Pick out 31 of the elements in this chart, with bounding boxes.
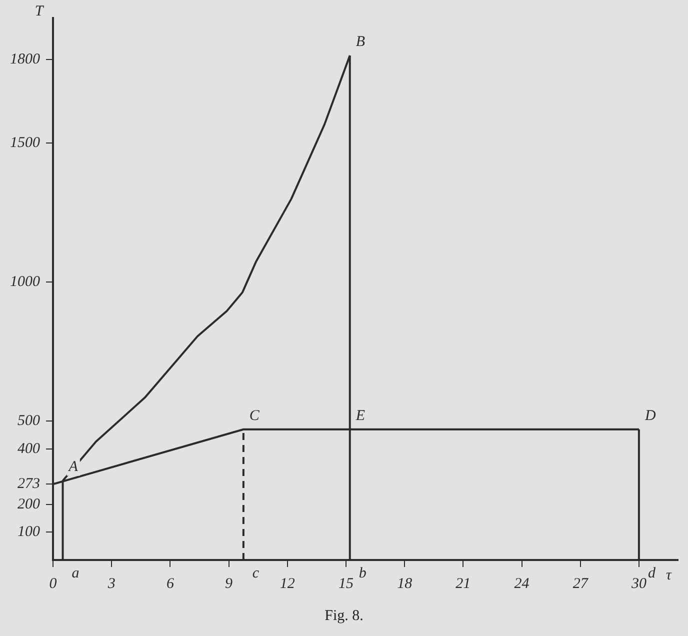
x-tick-label: 27 [572,576,590,592]
x-tick-label: 18 [397,576,413,592]
y-tick-label: 1800 [10,52,40,68]
annotation: D [644,408,656,424]
x-tick-label: 15 [338,576,354,592]
annotation: d [648,565,656,582]
annotation: B [356,34,366,50]
y-tick-label: 500 [18,412,40,429]
x-tick-label: 0 [49,576,58,592]
x-tick-label: 24 [514,576,530,592]
x-tick-label: 21 [456,576,471,592]
annotation: b [358,565,367,582]
annotation: c [252,565,260,582]
x-axis-title: τ [666,567,672,584]
x-tick-label: 9 [225,576,234,592]
annotation: E [354,408,366,424]
annotation: C [249,408,260,424]
y-axis-title: T [34,3,45,20]
x-tick-label: 12 [280,576,296,592]
annotation: a [72,565,80,582]
y-tick-label: 400 [18,440,40,457]
y-tick-label: 273 [18,476,40,492]
x-tick-label: 6 [166,576,174,592]
caption: Fig. 8. [324,608,364,625]
x-tick-label: 30 [630,576,647,592]
annotation: A [68,459,79,476]
y-tick-label: 100 [18,524,40,540]
y-tick-label: 1500 [10,135,40,152]
y-tick-label: 1000 [10,274,40,290]
y-tick-label: 200 [18,496,40,512]
x-tick-label: 3 [106,576,116,592]
